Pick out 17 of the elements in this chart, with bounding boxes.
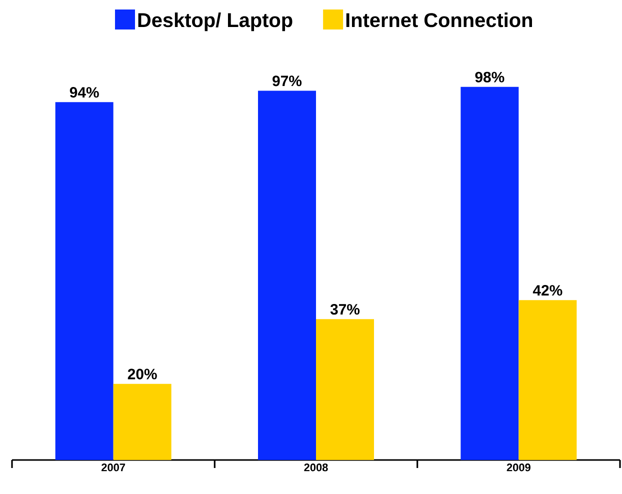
data-label: 94% — [70, 87, 99, 98]
bar — [258, 90, 316, 460]
x-tick-label: 2009 — [506, 464, 530, 472]
bar — [55, 102, 114, 460]
bar — [460, 86, 519, 460]
data-label: 97% — [272, 76, 302, 86]
x-tick-label: 2007 — [102, 464, 126, 472]
bar — [316, 319, 374, 460]
legend-label: Internet Connection — [346, 12, 532, 28]
x-tick-label: 2008 — [304, 464, 328, 472]
bar — [113, 384, 172, 460]
data-label: 98% — [475, 72, 504, 82]
legend-label: Desktop/ Laptop — [138, 12, 292, 32]
bar — [518, 300, 577, 460]
data-label: 42% — [532, 285, 562, 296]
data-label: 37% — [330, 304, 360, 315]
data-label: 20% — [128, 368, 157, 380]
